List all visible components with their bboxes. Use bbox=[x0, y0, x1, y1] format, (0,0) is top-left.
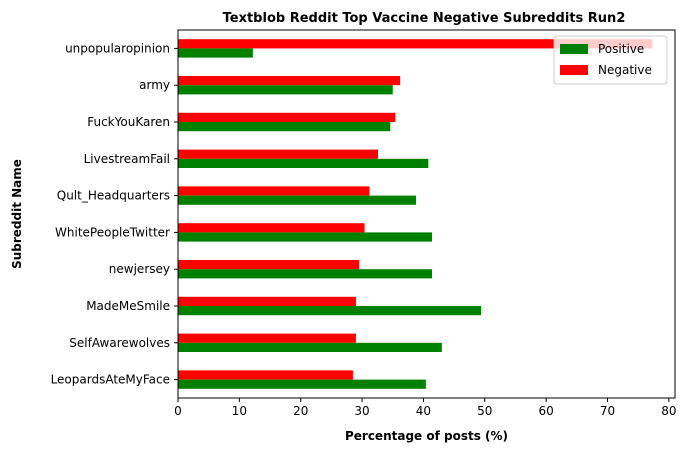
bar-positive-LivestreamFail bbox=[178, 158, 429, 168]
legend-swatch-positive bbox=[560, 44, 588, 54]
bar-positive-MadeMeSmile bbox=[178, 306, 482, 316]
bar-positive-unpopularopinion bbox=[178, 48, 253, 58]
y-axis-label: Subreddit Name bbox=[10, 159, 24, 269]
bar-negative-newjersey bbox=[178, 260, 360, 270]
bar-negative-WhitePeopleTwitter bbox=[178, 223, 365, 233]
bar-negative-SelfAwarewolves bbox=[178, 333, 356, 343]
y-tick-label: Qult_Headquarters bbox=[57, 189, 170, 203]
y-tick-label: unpopularopinion bbox=[65, 41, 170, 55]
y-tick-label: LeopardsAteMyFace bbox=[51, 373, 170, 387]
bar-negative-FuckYouKaren bbox=[178, 112, 396, 122]
bar-positive-SelfAwarewolves bbox=[178, 342, 442, 352]
legend-label-positive: Positive bbox=[598, 42, 644, 56]
bar-positive-FuckYouKaren bbox=[178, 122, 391, 132]
y-axis: unpopularopinion army FuckYouKaren Livestre… bbox=[51, 41, 178, 387]
x-tick-label: 70 bbox=[600, 404, 615, 418]
x-tick-label: 80 bbox=[661, 404, 676, 418]
y-tick-label: army bbox=[139, 78, 170, 92]
legend-label-negative: Negative bbox=[598, 63, 652, 77]
bar-positive-LeopardsAteMyFace bbox=[178, 379, 426, 389]
y-tick-label: SelfAwarewolves bbox=[69, 336, 170, 350]
x-tick-label: 30 bbox=[354, 404, 369, 418]
axes-frame bbox=[177, 29, 676, 399]
y-tick-label: MadeMeSmile bbox=[86, 299, 170, 313]
bar-positive-Qult_Headquarters bbox=[178, 195, 417, 205]
y-tick-label: LivestreamFail bbox=[84, 152, 170, 166]
bar-negative-LeopardsAteMyFace bbox=[178, 370, 353, 380]
y-tick-label: WhitePeopleTwitter bbox=[55, 225, 170, 239]
bars-layer bbox=[178, 39, 653, 389]
bar-negative-MadeMeSmile bbox=[178, 296, 356, 306]
legend: Positive Negative bbox=[553, 35, 668, 85]
x-axis: 0 10 20 30 40 50 60 70 80 bbox=[174, 398, 677, 418]
bar-positive-WhitePeopleTwitter bbox=[178, 232, 433, 242]
bar-negative-army bbox=[178, 76, 401, 86]
bar-negative-unpopularopinion bbox=[178, 39, 653, 49]
x-tick-label: 20 bbox=[293, 404, 308, 418]
x-tick-label: 0 bbox=[174, 404, 182, 418]
x-axis-label: Percentage of posts (%) bbox=[345, 429, 508, 443]
bar-positive-army bbox=[178, 85, 393, 95]
legend-swatch-negative bbox=[560, 65, 588, 75]
y-tick-label: FuckYouKaren bbox=[87, 115, 170, 129]
bar-negative-Qult_Headquarters bbox=[178, 186, 370, 196]
bar-positive-newjersey bbox=[178, 269, 433, 279]
x-tick-label: 60 bbox=[539, 404, 554, 418]
x-tick-label: 50 bbox=[477, 404, 492, 418]
x-tick-label: 10 bbox=[232, 404, 247, 418]
x-tick-label: 40 bbox=[416, 404, 431, 418]
y-tick-label: newjersey bbox=[109, 262, 170, 276]
chart-title: Textblob Reddit Top Vaccine Negative Sub… bbox=[223, 11, 626, 26]
bar-negative-LivestreamFail bbox=[178, 149, 379, 159]
